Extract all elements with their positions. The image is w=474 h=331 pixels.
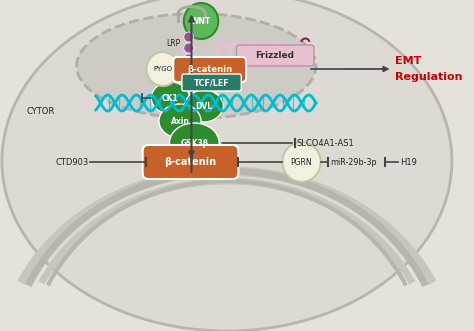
Circle shape bbox=[184, 43, 193, 53]
FancyBboxPatch shape bbox=[182, 74, 241, 91]
Text: Regulation: Regulation bbox=[395, 72, 463, 82]
Text: LRP: LRP bbox=[167, 38, 181, 48]
Text: β-catenin: β-catenin bbox=[164, 157, 217, 167]
Text: CK1: CK1 bbox=[162, 93, 179, 103]
Circle shape bbox=[184, 3, 218, 39]
Circle shape bbox=[184, 54, 193, 64]
Text: H19: H19 bbox=[400, 158, 417, 166]
Text: DVL: DVL bbox=[195, 102, 212, 111]
Text: WNT: WNT bbox=[191, 17, 211, 25]
Circle shape bbox=[146, 52, 179, 86]
Text: CYTOR: CYTOR bbox=[27, 107, 55, 116]
FancyBboxPatch shape bbox=[173, 57, 246, 82]
FancyBboxPatch shape bbox=[143, 145, 238, 179]
Ellipse shape bbox=[169, 123, 219, 163]
Circle shape bbox=[283, 142, 321, 182]
Ellipse shape bbox=[77, 14, 316, 118]
Text: GSK3β: GSK3β bbox=[180, 138, 209, 148]
Text: miR-29b-3p: miR-29b-3p bbox=[330, 158, 377, 166]
Text: β-catenin: β-catenin bbox=[187, 65, 232, 74]
Text: CTD903: CTD903 bbox=[55, 158, 89, 166]
Text: Frizzled: Frizzled bbox=[255, 51, 294, 60]
Text: PGRN: PGRN bbox=[291, 158, 312, 166]
Ellipse shape bbox=[2, 0, 452, 331]
Ellipse shape bbox=[185, 90, 223, 122]
Text: SLCO4A1-AS1: SLCO4A1-AS1 bbox=[297, 138, 355, 148]
Ellipse shape bbox=[159, 104, 201, 138]
Text: TCF/LEF: TCF/LEF bbox=[194, 78, 229, 87]
Text: PYGO: PYGO bbox=[153, 66, 172, 72]
Circle shape bbox=[184, 32, 193, 42]
Circle shape bbox=[184, 65, 193, 75]
Text: Axin: Axin bbox=[171, 117, 190, 125]
Ellipse shape bbox=[151, 82, 190, 114]
Text: EMT: EMT bbox=[395, 56, 422, 66]
FancyBboxPatch shape bbox=[237, 45, 314, 66]
